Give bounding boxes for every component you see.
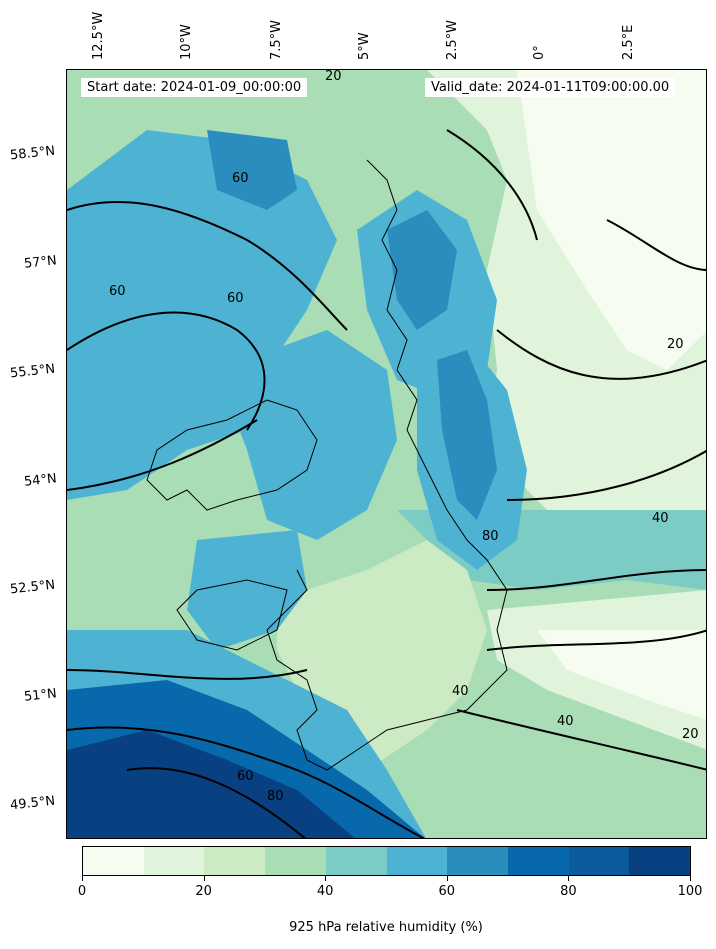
colorbar-tick-label: 100 <box>677 884 703 899</box>
very-dry-region-northeast <box>517 70 706 370</box>
colorbar-tick-mark <box>446 876 448 881</box>
contour-label-20-north: 20 <box>325 70 342 84</box>
colorbar-segment <box>83 847 144 875</box>
contour-label-60-northwest: 60 <box>232 171 249 186</box>
valid-date-label: Valid_date: 2024-01-11T09:00:00.00 <box>425 78 676 97</box>
lon-label-2-5w: 2.5°W <box>445 19 460 60</box>
start-date-label: Start date: 2024-01-09_00:00:00 <box>81 78 308 97</box>
lon-label-7-5w: 7.5°W <box>269 19 284 60</box>
colorbar <box>82 846 691 876</box>
lat-label-51n: 51°N <box>23 686 58 705</box>
colorbar-tick-label: 0 <box>77 884 87 899</box>
colorbar-tick-label: 60 <box>438 884 456 899</box>
colorbar-segment <box>507 847 569 875</box>
contour-lines <box>67 129 706 838</box>
colorbar-tick-label: 20 <box>195 884 212 899</box>
lon-label-12-5w: 12.5°W <box>91 11 106 60</box>
lat-label-55-5n: 55.5°N <box>9 361 56 382</box>
moist-region-irish-sea <box>217 330 397 540</box>
contour-label-80-southwest: 80 <box>267 789 284 804</box>
humid-core-northeast <box>437 350 497 520</box>
colorbar-segment <box>265 847 326 875</box>
humidity-map: 20 20 20 40 40 40 60 60 60 60 80 80 <box>67 70 706 838</box>
colorbar-segment <box>325 847 387 875</box>
colorbar-tick-mark <box>690 876 691 881</box>
lat-label-49-5n: 49.5°N <box>9 793 56 814</box>
contour-label-40-south: 40 <box>452 684 469 699</box>
colorbar-tick-label: 80 <box>560 884 577 899</box>
colorbar-tick-mark <box>325 876 327 881</box>
colorbar-segment <box>143 847 205 875</box>
humid-core-scotland <box>387 210 457 330</box>
contour-label-80-northeast: 80 <box>482 529 499 544</box>
colorbar-segment <box>629 847 691 875</box>
lon-label-10w: 10°W <box>179 24 194 60</box>
colorbar-tick-mark <box>203 876 205 881</box>
lat-label-58-5n: 58.5°N <box>9 143 56 164</box>
colorbar-title: 925 hPa relative humidity (%) <box>289 920 483 935</box>
lon-label-5w: 5°W <box>357 32 372 60</box>
map-panel: 20 20 20 40 40 40 60 60 60 60 80 80 Star… <box>66 69 707 839</box>
colorbar-tick-mark <box>568 876 570 881</box>
lon-label-2-5e: 2.5°E <box>621 24 636 60</box>
saturated-region-southwest <box>67 730 355 838</box>
colorbar-segment <box>568 847 630 875</box>
contour-label-60-hebrides: 60 <box>227 291 244 306</box>
colorbar-tick-label: 40 <box>316 884 334 899</box>
colorbar-segment <box>386 847 448 875</box>
contour-label-40-southeast: 40 <box>557 714 574 729</box>
lon-label-0: 0° <box>532 45 547 60</box>
humid-core-northwest <box>207 130 297 210</box>
colorbar-segment <box>204 847 266 875</box>
contour-label-20-southeast: 20 <box>682 727 699 742</box>
colorbar-tick-mark <box>82 876 83 881</box>
very-dry-region-southeast <box>537 630 706 720</box>
coastlines <box>146 159 508 771</box>
lat-label-57n: 57°N <box>23 253 58 272</box>
contour-label-20-east: 20 <box>667 337 684 352</box>
lat-label-54n: 54°N <box>23 471 58 490</box>
colorbar-segment <box>447 847 508 875</box>
lat-label-52-5n: 52.5°N <box>9 577 56 598</box>
contour-label-40-east: 40 <box>652 511 669 526</box>
contour-label-60-southwest: 60 <box>237 769 254 784</box>
contour-label-60-west: 60 <box>109 284 126 299</box>
contour-label-group: 20 20 20 40 40 40 60 60 60 60 80 80 <box>109 70 699 804</box>
